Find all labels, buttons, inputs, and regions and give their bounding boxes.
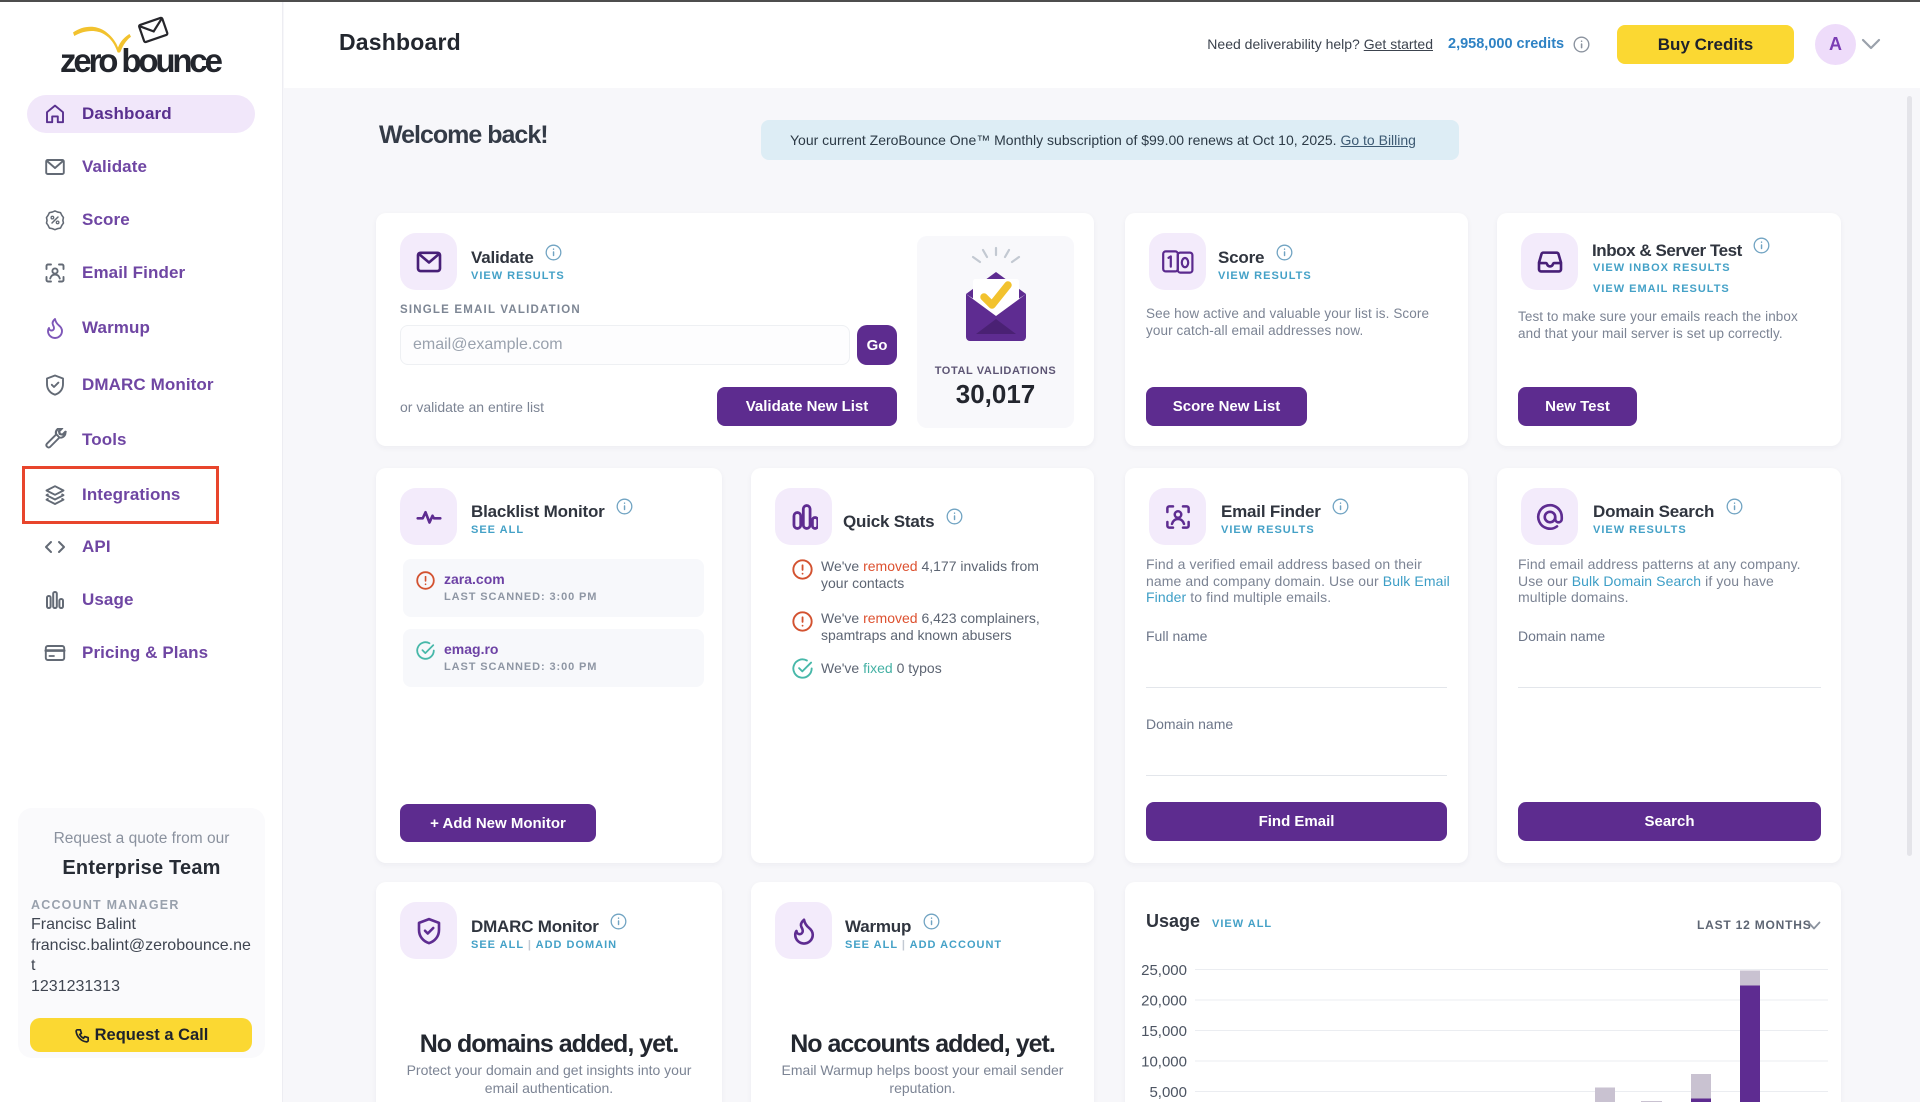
svg-text:20,000: 20,000 bbox=[1141, 993, 1187, 1010]
svg-text:5,000: 5,000 bbox=[1149, 1084, 1187, 1101]
svg-text:10,000: 10,000 bbox=[1141, 1054, 1187, 1071]
svg-text:25,000: 25,000 bbox=[1141, 962, 1187, 979]
svg-text:15,000: 15,000 bbox=[1141, 1023, 1187, 1040]
svg-text:zero bounce: zero bounce bbox=[60, 42, 223, 79]
